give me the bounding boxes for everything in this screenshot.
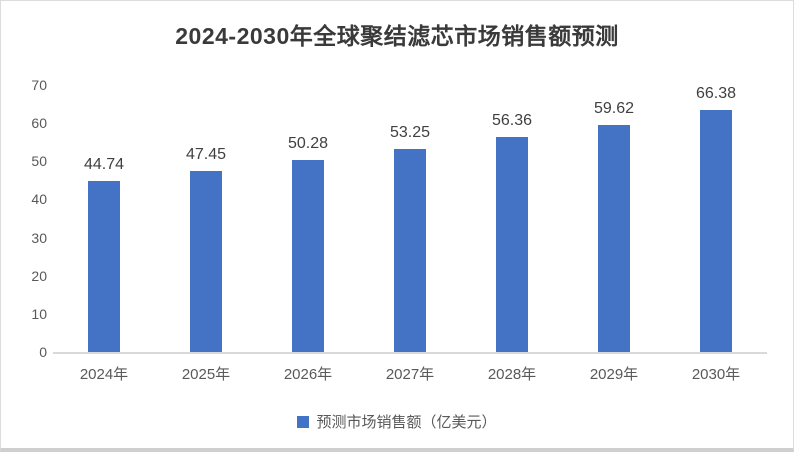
legend: 预测市场销售额（亿美元） [1,411,793,432]
bar [598,124,630,352]
bar-column: 47.45 [155,85,257,352]
x-axis-labels: 2024年 2025年 2026年 2027年 2028年 2029年 2030年 [53,363,767,384]
y-tick-label: 30 [31,229,47,246]
y-axis: 0 10 20 30 40 50 60 70 [1,1,47,448]
x-axis-line [53,352,767,354]
bar-value-label: 59.62 [593,99,635,117]
x-tick-label: 2029年 [589,366,639,383]
bar-value-label: 53.25 [389,123,431,141]
bar-value-label: 66.38 [695,85,737,102]
bar [292,160,324,352]
bar-value-label: 56.36 [491,112,533,130]
bar-column: 50.28 [257,85,359,352]
bar-column: 44.74 [53,85,155,352]
x-tick-label: 2027年 [385,366,435,383]
bar-column: 53.25 [359,85,461,352]
y-tick-label: 10 [31,305,47,322]
bar [88,181,120,352]
y-tick-label: 70 [31,77,47,93]
y-tick-label: 20 [31,267,47,284]
legend-swatch-icon [297,415,310,428]
y-tick-label: 60 [31,115,47,132]
x-tick-label: 2025年 [181,366,231,383]
bar-column: 66.38 [665,85,767,352]
plot-area: 44.74 47.45 50.28 53.25 56.36 59.62 66.38 [53,85,767,352]
y-tick-label: 40 [31,191,47,208]
chart-title: 2024-2030年全球聚结滤芯市场销售额预测 [175,23,619,49]
bars-container: 44.74 47.45 50.28 53.25 56.36 59.62 66.38 [53,85,767,352]
bar-value-label: 50.28 [287,135,329,153]
y-tick-label: 0 [39,344,47,360]
bar [190,171,222,352]
x-tick-label: 2024年 [79,366,129,383]
y-tick-label: 50 [31,153,47,170]
bar-column: 59.62 [563,85,665,352]
bar-value-label: 47.45 [185,146,227,164]
bar [700,110,732,352]
x-tick-label: 2026年 [283,366,333,383]
bar-value-label: 44.74 [83,156,125,174]
bar [496,137,528,352]
legend-label: 预测市场销售额（亿美元） [316,414,497,431]
bar-column: 56.36 [461,85,563,352]
bar [394,148,426,352]
x-tick-label: 2030年 [691,366,741,383]
x-tick-label: 2028年 [487,366,537,383]
